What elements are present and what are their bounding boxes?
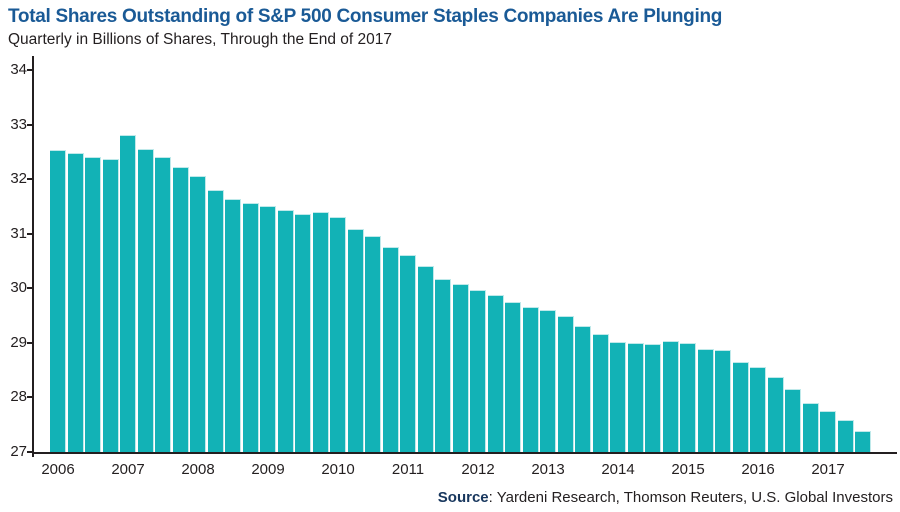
bar — [417, 265, 434, 452]
bar — [540, 309, 556, 452]
y-tick-mark — [27, 287, 33, 290]
bar — [400, 254, 416, 452]
y-tick-label: 32 — [10, 170, 27, 188]
bar — [575, 325, 591, 452]
bar — [260, 206, 276, 452]
bar — [435, 279, 451, 452]
bar — [715, 349, 731, 452]
bar — [50, 150, 66, 452]
y-tick-mark — [27, 178, 33, 181]
bar — [697, 348, 714, 452]
bar — [592, 334, 609, 452]
y-tick-mark — [27, 69, 33, 71]
bar — [452, 284, 469, 452]
y-tick-label: 28 — [10, 388, 27, 406]
y-tick-mark — [27, 396, 33, 399]
y-tick-mark — [27, 451, 33, 453]
y-tick-mark — [27, 341, 33, 344]
source-text: : Yardeni Research, Thomson Reuters, U.S… — [488, 489, 893, 506]
x-tick-label: 2013 — [531, 461, 565, 478]
bar — [750, 367, 766, 452]
bar — [190, 175, 206, 452]
bar — [662, 340, 679, 452]
bar — [522, 306, 539, 452]
bar — [330, 217, 346, 452]
bar — [102, 158, 119, 452]
bar — [85, 156, 101, 452]
bar — [820, 410, 836, 452]
bar — [347, 228, 364, 452]
x-tick-label: 2014 — [601, 461, 635, 478]
bar — [680, 342, 696, 452]
bar — [767, 376, 784, 452]
x-tick-label: 2007 — [111, 461, 145, 478]
y-tick-label: 30 — [10, 279, 27, 297]
bar — [277, 210, 294, 452]
bar — [470, 290, 486, 452]
bar — [505, 302, 521, 452]
x-tick-label: 2006 — [41, 461, 75, 478]
y-tick-label: 33 — [10, 115, 27, 133]
x-axis-line — [32, 452, 897, 454]
x-tick-label: 2008 — [181, 461, 215, 478]
y-tick-label: 34 — [10, 61, 27, 78]
bar — [610, 341, 626, 452]
bar — [785, 389, 801, 452]
bar — [487, 294, 504, 452]
x-tick-label: 2017 — [811, 461, 845, 478]
x-tick-label: 2009 — [251, 461, 285, 478]
source-label: Source — [437, 489, 489, 506]
y-tick-label: 27 — [10, 443, 27, 460]
x-tick-label: 2011 — [391, 461, 425, 478]
bar — [627, 343, 644, 452]
bar — [645, 344, 661, 452]
bar — [67, 153, 84, 452]
bar — [365, 236, 381, 452]
x-tick-label: 2012 — [461, 461, 495, 478]
x-tick-label: 2016 — [741, 461, 775, 478]
y-tick-label: 31 — [10, 224, 27, 242]
chart-title: Total Shares Outstanding of S&P 500 Cons… — [8, 6, 723, 27]
bar — [382, 247, 399, 452]
bar — [732, 361, 749, 452]
bar — [172, 166, 189, 452]
source-line: Source: Yardeni Research, Thomson Reuter… — [438, 489, 893, 506]
chart-subtitle: Quarterly in Billions of Shares, Through… — [8, 31, 392, 48]
bar — [837, 420, 854, 452]
bar — [225, 198, 241, 452]
x-tick-label: 2015 — [671, 461, 705, 478]
bar — [855, 431, 871, 452]
bar — [242, 203, 259, 452]
bar — [120, 135, 136, 452]
x-tick-label: 2010 — [321, 461, 355, 478]
bar — [802, 402, 819, 452]
bar — [295, 213, 311, 452]
y-axis-line — [32, 56, 34, 457]
bar — [557, 316, 574, 452]
bar — [155, 156, 171, 452]
bar — [207, 189, 224, 452]
y-tick-mark — [27, 123, 33, 126]
y-tick-mark — [27, 232, 33, 235]
bar — [312, 211, 329, 452]
bar — [137, 148, 154, 452]
y-tick-label: 29 — [10, 333, 27, 351]
